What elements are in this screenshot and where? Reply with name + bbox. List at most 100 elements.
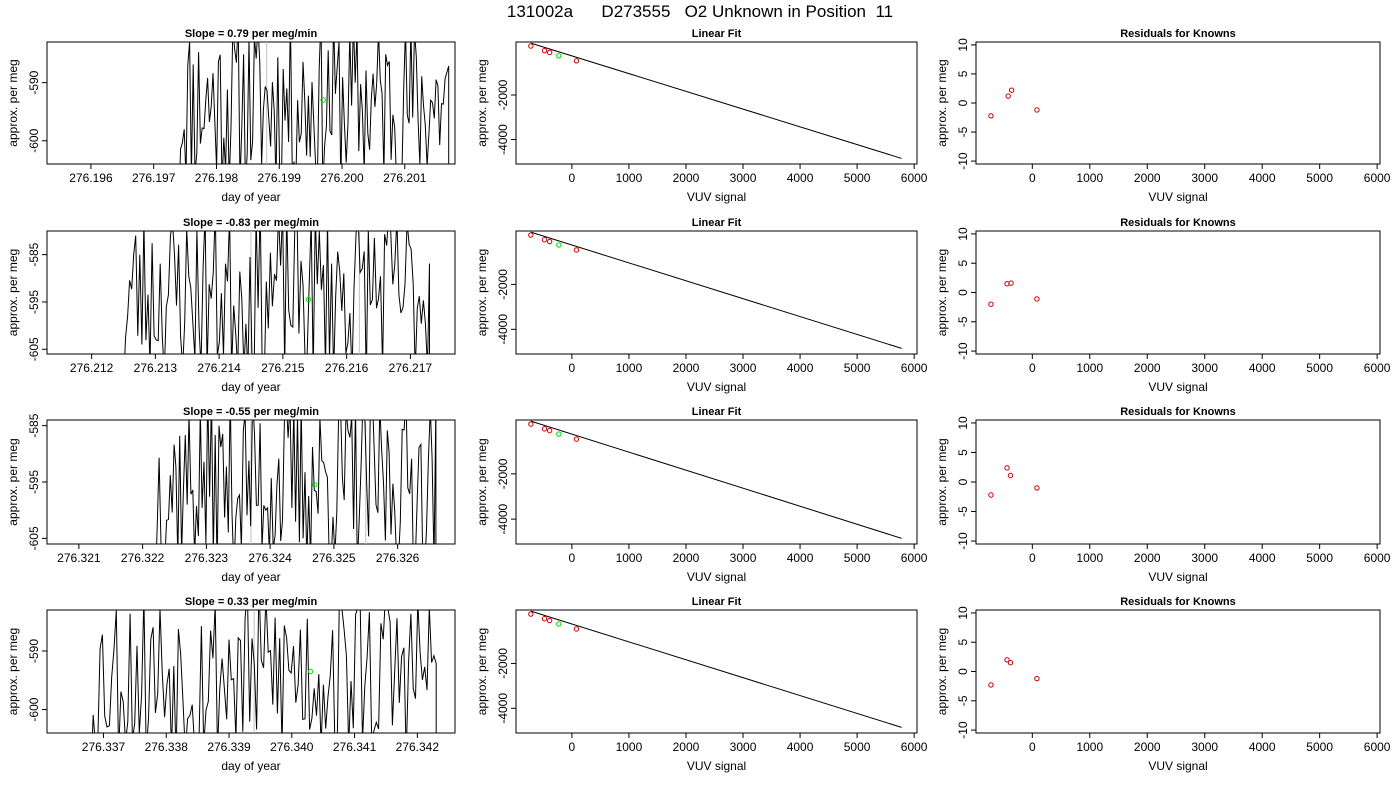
x-tick-label: 4000 bbox=[1249, 740, 1276, 754]
known-point bbox=[528, 232, 534, 238]
y-axis-label: approx. per meg bbox=[935, 249, 949, 336]
y-axis-label: approx. per meg bbox=[475, 628, 489, 715]
y-tick-label: 10 bbox=[956, 38, 970, 52]
known-point bbox=[528, 43, 534, 49]
fit-line bbox=[530, 420, 902, 539]
y-tick-label: -5 bbox=[956, 695, 970, 706]
y-tick-label: -600 bbox=[27, 697, 41, 721]
y-tick-label: 5 bbox=[956, 260, 970, 267]
x-tick-label: 6000 bbox=[901, 740, 928, 754]
y-tick-label: -2000 bbox=[496, 79, 510, 110]
x-tick-label: 4000 bbox=[1249, 171, 1276, 185]
y-axis-label: approx. per meg bbox=[6, 438, 20, 525]
x-tick-label: 276.198 bbox=[195, 171, 239, 185]
y-tick-label: -10 bbox=[956, 152, 970, 170]
y-tick-label: 0 bbox=[956, 99, 970, 106]
y-tick-label: -10 bbox=[956, 342, 970, 360]
known-point bbox=[1008, 280, 1014, 286]
x-tick-label: 3000 bbox=[1191, 361, 1218, 375]
chart-title: Residuals for Knowns bbox=[1120, 406, 1236, 418]
y-tick-label: -5 bbox=[956, 126, 970, 137]
y-tick-label: 5 bbox=[956, 639, 970, 646]
x-tick-label: 2000 bbox=[1134, 740, 1161, 754]
y-tick-label: -10 bbox=[956, 532, 970, 550]
known-point bbox=[1034, 675, 1040, 682]
time-series-line bbox=[91, 610, 437, 733]
chart-title: Residuals for Knowns bbox=[1120, 596, 1236, 608]
x-tick-label: 276.342 bbox=[396, 740, 440, 754]
x-tick-label: 4000 bbox=[787, 361, 814, 375]
x-tick-label: 276.199 bbox=[258, 171, 302, 185]
known-point bbox=[573, 58, 580, 64]
plot-area bbox=[156, 420, 437, 544]
chart-title: Linear Fit bbox=[692, 406, 742, 418]
x-tick-label: 276.212 bbox=[70, 361, 114, 375]
chart-panel-5: Linear Fit 0 1000 2000 3000 4000 5000 6000 VUV s… bbox=[475, 28, 928, 204]
plot-area bbox=[988, 280, 1040, 307]
known-point bbox=[546, 427, 553, 434]
y-tick-label: 5 bbox=[956, 449, 970, 456]
x-tick-label: 276.325 bbox=[312, 551, 356, 565]
known-point bbox=[1007, 472, 1014, 479]
known-point bbox=[546, 49, 553, 56]
y-tick-label: -595 bbox=[27, 470, 41, 494]
x-tick-label: 2000 bbox=[673, 361, 700, 375]
x-tick-label: 276.196 bbox=[69, 171, 113, 185]
plot-frame bbox=[515, 419, 918, 545]
y-tick-label: -600 bbox=[27, 128, 41, 152]
known-point bbox=[1034, 485, 1040, 491]
fit-line bbox=[530, 610, 902, 728]
y-tick-label: 5 bbox=[956, 70, 970, 77]
plot-frame bbox=[975, 609, 1381, 734]
plot-area bbox=[179, 42, 450, 164]
plot-frame bbox=[515, 41, 918, 165]
y-tick-label: 10 bbox=[956, 416, 970, 430]
x-axis-label: VUV signal bbox=[1148, 759, 1207, 773]
x-tick-label: 276.217 bbox=[389, 361, 433, 375]
x-tick-label: 6000 bbox=[1364, 171, 1391, 185]
known-point bbox=[1004, 657, 1010, 663]
x-tick-label: 3000 bbox=[730, 740, 757, 754]
x-tick-label: 276.216 bbox=[325, 361, 369, 375]
x-tick-label: 276.323 bbox=[185, 551, 229, 565]
chart-panel-1: Slope = 0.79 per meg/min 276.196 276.197 27… bbox=[6, 28, 456, 204]
x-tick-label: 0 bbox=[1029, 171, 1036, 185]
x-tick-label: 3000 bbox=[1191, 740, 1218, 754]
y-tick-label: -4000 bbox=[496, 503, 510, 534]
x-tick-label: 5000 bbox=[844, 361, 871, 375]
x-tick-label: 276.200 bbox=[320, 171, 364, 185]
x-tick-label: 0 bbox=[569, 171, 576, 185]
chart-panel-7: Linear Fit 0 1000 2000 3000 4000 5000 6000 VUV s… bbox=[475, 406, 928, 584]
chart-title: Slope = 0.33 per meg/min bbox=[185, 596, 318, 608]
x-tick-label: 6000 bbox=[901, 361, 928, 375]
known-point bbox=[1034, 107, 1040, 113]
y-tick-label: -2000 bbox=[496, 458, 510, 489]
y-axis-label: approx. per meg bbox=[475, 59, 489, 146]
x-axis-label: day of year bbox=[221, 380, 280, 394]
y-tick-label: -605 bbox=[27, 337, 41, 361]
known-point bbox=[573, 436, 580, 442]
y-tick-label: -5 bbox=[956, 316, 970, 327]
unknown-point bbox=[556, 242, 562, 248]
plot-area bbox=[528, 231, 902, 349]
unknown-point bbox=[556, 431, 562, 437]
x-axis-label: VUV signal bbox=[1148, 190, 1207, 204]
chart-title: Slope = 0.79 per meg/min bbox=[185, 28, 318, 40]
x-tick-label: 6000 bbox=[901, 551, 928, 565]
plot-frame bbox=[975, 230, 1381, 355]
x-tick-label: 276.339 bbox=[207, 740, 251, 754]
known-point bbox=[988, 301, 994, 307]
y-tick-label: -10 bbox=[956, 721, 970, 739]
known-point bbox=[1034, 296, 1040, 302]
plot-area bbox=[91, 610, 437, 733]
unknown-point bbox=[312, 482, 318, 488]
y-tick-label: -590 bbox=[27, 70, 41, 94]
x-tick-label: 6000 bbox=[1364, 740, 1391, 754]
x-tick-label: 0 bbox=[1029, 740, 1036, 754]
x-tick-label: 4000 bbox=[787, 171, 814, 185]
y-tick-label: -605 bbox=[27, 526, 41, 550]
x-tick-label: 0 bbox=[569, 740, 576, 754]
chart-title: Linear Fit bbox=[692, 217, 742, 229]
y-tick-label: -585 bbox=[27, 413, 41, 437]
